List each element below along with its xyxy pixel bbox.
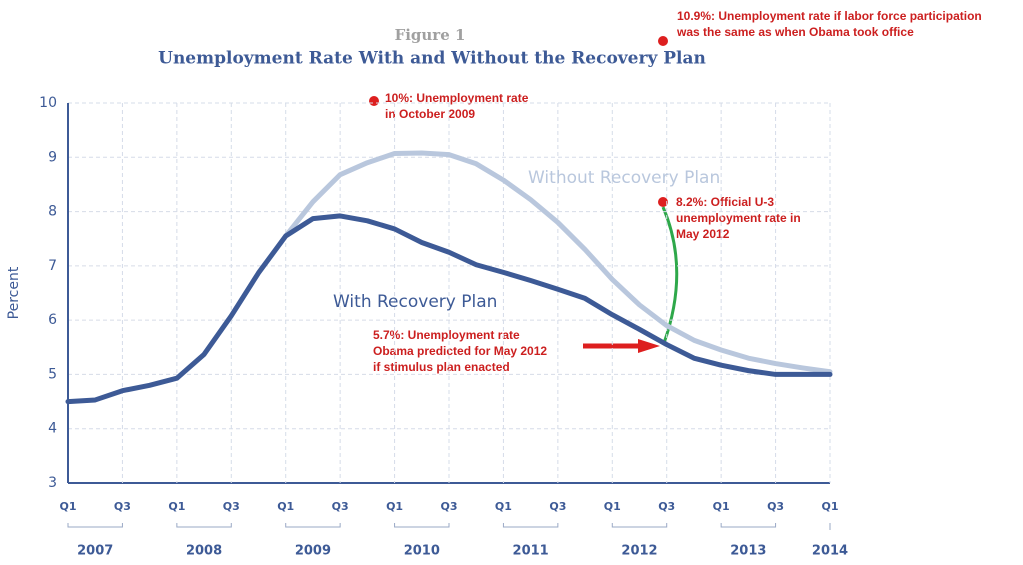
x-tick-label: Q3 bbox=[223, 500, 240, 513]
series-label: Without Recovery Plan bbox=[528, 168, 720, 188]
x-tick-label: Q3 bbox=[658, 500, 675, 513]
x-tick-label: Q1 bbox=[713, 500, 730, 513]
year-bracket bbox=[176, 523, 232, 528]
annotation-dot bbox=[658, 36, 668, 46]
y-tick-label: 8 bbox=[48, 204, 57, 220]
x-tick-label: Q3 bbox=[114, 500, 131, 513]
year-label: 2010 bbox=[404, 544, 440, 559]
y-tick-label: 6 bbox=[48, 312, 57, 328]
x-tick-label: Q3 bbox=[767, 500, 784, 513]
annotation-text: in October 2009 bbox=[385, 107, 475, 121]
x-tick-label: Q1 bbox=[277, 500, 294, 513]
year-bracket bbox=[394, 523, 450, 528]
series-label: With Recovery Plan bbox=[333, 292, 497, 312]
chart-subtitle: Unemployment Rate With and Without the R… bbox=[158, 49, 706, 69]
x-tick-label: Q3 bbox=[440, 500, 457, 513]
line-series bbox=[65, 213, 833, 405]
x-tick-label: Q1 bbox=[168, 500, 185, 513]
annotation-arrowhead bbox=[638, 339, 660, 353]
x-tick-label: Q3 bbox=[549, 500, 566, 513]
x-tick-label: Q1 bbox=[386, 500, 403, 513]
year-label: 2013 bbox=[730, 544, 766, 559]
year-label: 2007 bbox=[77, 544, 113, 559]
annotation-text: was the same as when Obama took office bbox=[676, 25, 914, 39]
annotations: 10.9%: Unemployment rate if labor force … bbox=[373, 9, 982, 374]
x-tick-label: Q3 bbox=[332, 500, 349, 513]
year-label: 2012 bbox=[621, 544, 657, 559]
year-bracket bbox=[502, 523, 559, 528]
annotation-text: if stimulus plan enacted bbox=[373, 360, 510, 374]
year-label: 2011 bbox=[513, 544, 549, 559]
x-tick-label: Q1 bbox=[604, 500, 621, 513]
annotation-text: Obama predicted for May 2012 bbox=[373, 344, 547, 358]
x-tick-label: Q1 bbox=[821, 500, 838, 513]
y-tick-label: 3 bbox=[48, 475, 57, 491]
annotation-text: May 2012 bbox=[676, 227, 730, 241]
x-tick-label: Q1 bbox=[59, 500, 76, 513]
y-tick-label: 7 bbox=[48, 258, 57, 274]
x-tick-label: Q1 bbox=[495, 500, 512, 513]
y-tick-label: 5 bbox=[48, 366, 57, 382]
y-tick-label: 10 bbox=[39, 95, 57, 111]
line-series bbox=[283, 150, 833, 375]
year-bracket bbox=[611, 523, 668, 528]
annotation-text: 8.2%: Official U-3 bbox=[676, 195, 774, 209]
y-tick-label: 9 bbox=[48, 149, 57, 165]
y-tick-label: 4 bbox=[48, 421, 57, 437]
year-label: 2009 bbox=[295, 544, 331, 559]
annotation-text: 10%: Unemployment rate bbox=[385, 91, 529, 105]
annotation-text: unemployment rate in bbox=[676, 211, 801, 225]
annotation-dot bbox=[658, 197, 668, 207]
annotation-text: 10.9%: Unemployment rate if labor force … bbox=[677, 9, 982, 23]
year-label: 2008 bbox=[186, 544, 222, 559]
y-axis-title: Percent bbox=[6, 266, 22, 319]
chart-title: Figure 1 bbox=[395, 26, 466, 44]
annotation-text: 5.7%: Unemployment rate bbox=[373, 328, 520, 342]
year-bracket bbox=[67, 523, 123, 528]
year-bracket bbox=[285, 523, 341, 528]
year-label: 2014 bbox=[812, 544, 848, 559]
annotation-dot bbox=[369, 96, 379, 106]
year-bracket bbox=[720, 523, 777, 528]
